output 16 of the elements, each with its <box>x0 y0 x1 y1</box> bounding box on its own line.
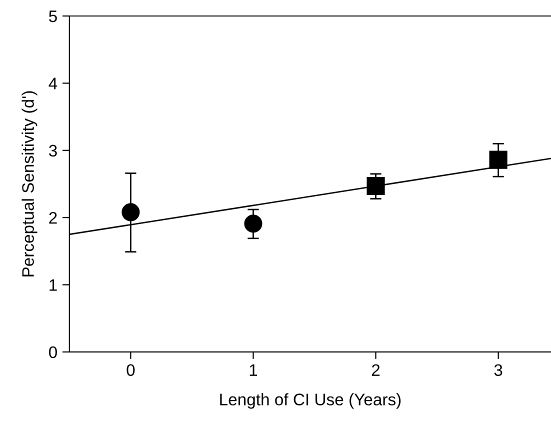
y-axis-title: Perceptual Sensitivity (d') <box>22 91 38 276</box>
y-tick-label: 4 <box>48 78 58 90</box>
y-tick-label: 1 <box>50 279 57 291</box>
point <box>366 176 385 196</box>
x-tick-label: 3 <box>494 364 502 376</box>
point <box>489 150 508 169</box>
x-tick-label: 2 <box>372 364 380 376</box>
point <box>122 203 140 222</box>
x-tick-label: 0 <box>126 364 135 376</box>
x-axis-title: Length of CI Use (Years) <box>220 393 401 409</box>
y-tick-label: 3 <box>48 144 57 157</box>
y-tick-label: 2 <box>49 212 57 224</box>
y-tick-label: 5 <box>49 10 57 22</box>
x-tick-label: 1 <box>250 364 258 376</box>
y-tick-label: 0 <box>49 346 57 358</box>
point <box>244 214 262 233</box>
